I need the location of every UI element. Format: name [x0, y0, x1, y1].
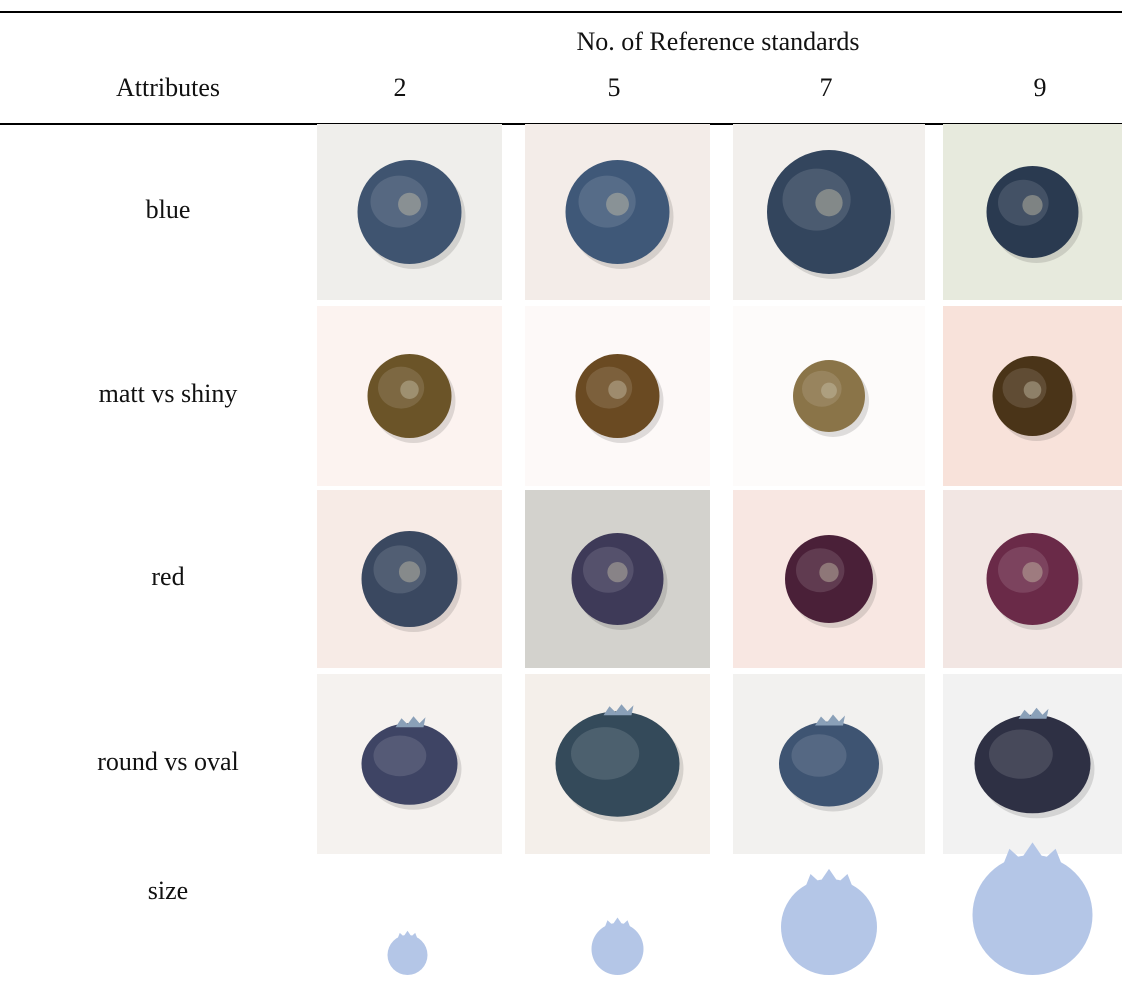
- berry-bloom: [586, 366, 633, 409]
- berry: [986, 166, 1079, 258]
- berry-bloom: [796, 548, 845, 593]
- berry-bloom: [583, 546, 634, 593]
- row-label: size: [148, 876, 188, 905]
- berry-bloom: [802, 370, 842, 407]
- row-label: red: [151, 562, 184, 591]
- berry: [367, 354, 452, 438]
- berry-calyx: [400, 380, 419, 399]
- berry-bloom: [782, 168, 851, 231]
- size-silhouette: [972, 855, 1093, 975]
- berry: [361, 723, 458, 805]
- berry-calyx: [1022, 194, 1043, 216]
- row-label: matt vs shiny: [99, 379, 238, 408]
- column-header: 2: [394, 73, 407, 102]
- berry: [779, 721, 879, 807]
- berry-crown: [1018, 707, 1049, 719]
- berry: [357, 160, 462, 264]
- size-silhouette: [387, 935, 428, 975]
- berry: [555, 711, 680, 817]
- berry-bloom: [989, 729, 1053, 779]
- column-header: 5: [608, 73, 621, 102]
- berry: [785, 535, 873, 623]
- berry: [986, 533, 1079, 625]
- berry-bloom: [571, 727, 640, 780]
- size-silhouette: [591, 923, 644, 975]
- berry-bloom: [373, 735, 427, 777]
- berry-crown: [395, 716, 426, 728]
- berry: [565, 160, 670, 264]
- size-crown: [603, 917, 632, 932]
- row-label: round vs oval: [97, 747, 239, 776]
- berry-calyx: [606, 192, 629, 216]
- berry-bloom: [998, 546, 1049, 593]
- berry: [361, 531, 458, 627]
- berry-calyx: [398, 192, 421, 216]
- berry: [767, 150, 891, 274]
- berry-bloom: [578, 175, 636, 228]
- berry-crown: [815, 714, 845, 726]
- berry-bloom: [1002, 368, 1047, 408]
- berry-calyx: [607, 561, 628, 583]
- super-header: No. of Reference standards: [577, 27, 860, 56]
- berry-calyx: [819, 562, 839, 583]
- berry-calyx: [815, 189, 843, 217]
- berry-bloom: [791, 734, 847, 777]
- column-header: Attributes: [116, 73, 220, 102]
- berry: [571, 533, 664, 625]
- size-crown: [396, 930, 419, 942]
- berry-bloom: [998, 179, 1049, 226]
- berry: [974, 714, 1091, 814]
- size-crown: [999, 842, 1066, 874]
- size-crown: [802, 868, 856, 895]
- berry: [992, 356, 1073, 436]
- berry-bloom: [373, 545, 427, 594]
- column-header: 7: [820, 73, 833, 102]
- berry-calyx: [1022, 561, 1043, 583]
- berry-crown: [603, 704, 634, 716]
- row-label: blue: [146, 195, 191, 224]
- size-silhouette: [781, 879, 877, 975]
- column-header: 9: [1034, 73, 1047, 102]
- berry-calyx: [1023, 381, 1042, 399]
- berry-bloom: [370, 175, 428, 228]
- berry-bloom: [378, 366, 425, 409]
- berry-calyx: [398, 561, 421, 583]
- berry: [793, 360, 865, 432]
- berry: [575, 354, 660, 438]
- berry-calyx: [608, 380, 627, 399]
- berry-calyx: [821, 382, 837, 399]
